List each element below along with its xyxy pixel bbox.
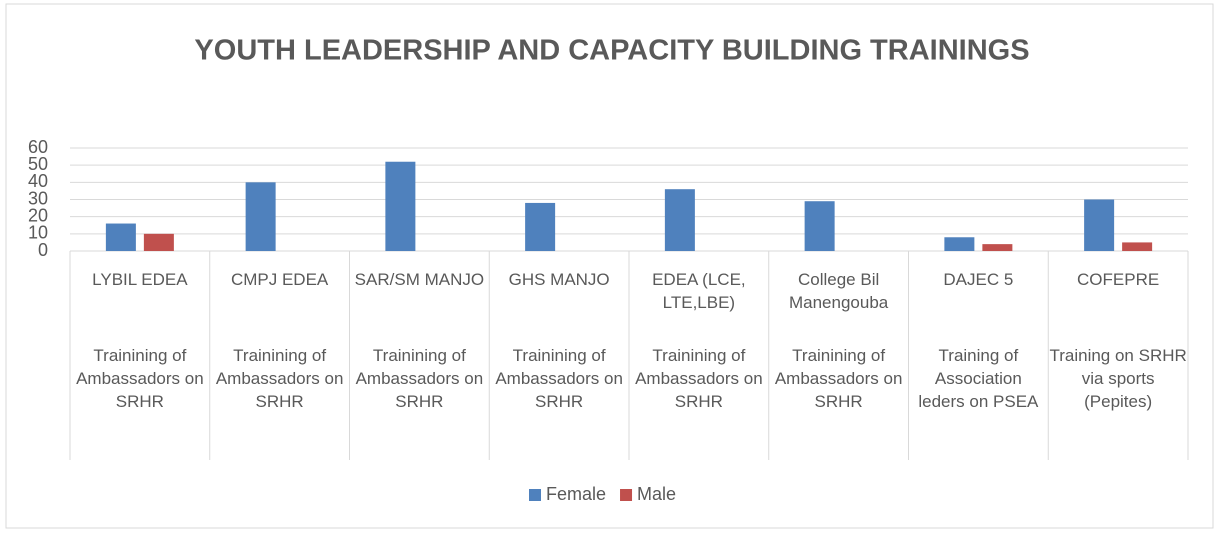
x-group-label: Trainining of Ambassadors on SRHR (495, 346, 623, 411)
bar (525, 202, 556, 251)
bar (664, 189, 695, 251)
y-tick-label: 30 (28, 188, 48, 208)
legend-label: Female (546, 484, 606, 504)
x-group-label: Training on SRHR via sports (Pepites) (1049, 346, 1187, 411)
y-tick-label: 40 (28, 171, 48, 191)
legend-swatch (620, 489, 633, 501)
x-group-label: Trainining of Ambassadors on SRHR (76, 346, 204, 411)
bar (245, 182, 276, 251)
x-tick-label: COFEPRE (1077, 270, 1160, 289)
y-tick-label: 60 (28, 137, 48, 157)
x-tick-label: SAR/SM MANJO (354, 270, 485, 289)
chart-title: YOUTH LEADERSHIP AND CAPACITY BUILDING T… (194, 35, 1029, 67)
y-tick-label: 50 (28, 154, 48, 174)
chart-border (5, 3, 1214, 529)
bar (1122, 242, 1153, 251)
x-group-label: Trainining of Ambassadors on SRHR (215, 346, 344, 411)
x-tick-label: DAJEC 5 (943, 270, 1014, 289)
bar (143, 233, 174, 251)
x-group-label: Trainining of Ambassadors on SRHR (774, 346, 903, 411)
x-tick-label: College Bil Manengouba (788, 270, 889, 312)
x-tick-label: CMPJ EDEA (230, 270, 329, 289)
bar (1084, 199, 1115, 251)
x-tick-label: GHS MANJO (508, 270, 610, 289)
legend-swatch (529, 489, 541, 501)
bar (944, 237, 975, 251)
bar (804, 201, 835, 251)
x-tick-label: EDEA (LCE, LTE,LBE) (652, 270, 746, 312)
y-tick-label: 0 (38, 240, 48, 260)
legend-label: Male (637, 484, 676, 504)
x-group-label: Trainining of Ambassadors on SRHR (355, 346, 484, 411)
bar (385, 161, 416, 251)
y-tick-label: 20 (28, 205, 48, 225)
bar (982, 244, 1013, 251)
x-group-label: Trainining of Ambassadors on SRHR (635, 346, 763, 411)
bar (105, 223, 136, 251)
x-tick-label: LYBIL EDEA (92, 270, 188, 289)
y-tick-label: 10 (28, 223, 48, 243)
x-group-label: Training of Association leders on PSEA (918, 346, 1039, 411)
